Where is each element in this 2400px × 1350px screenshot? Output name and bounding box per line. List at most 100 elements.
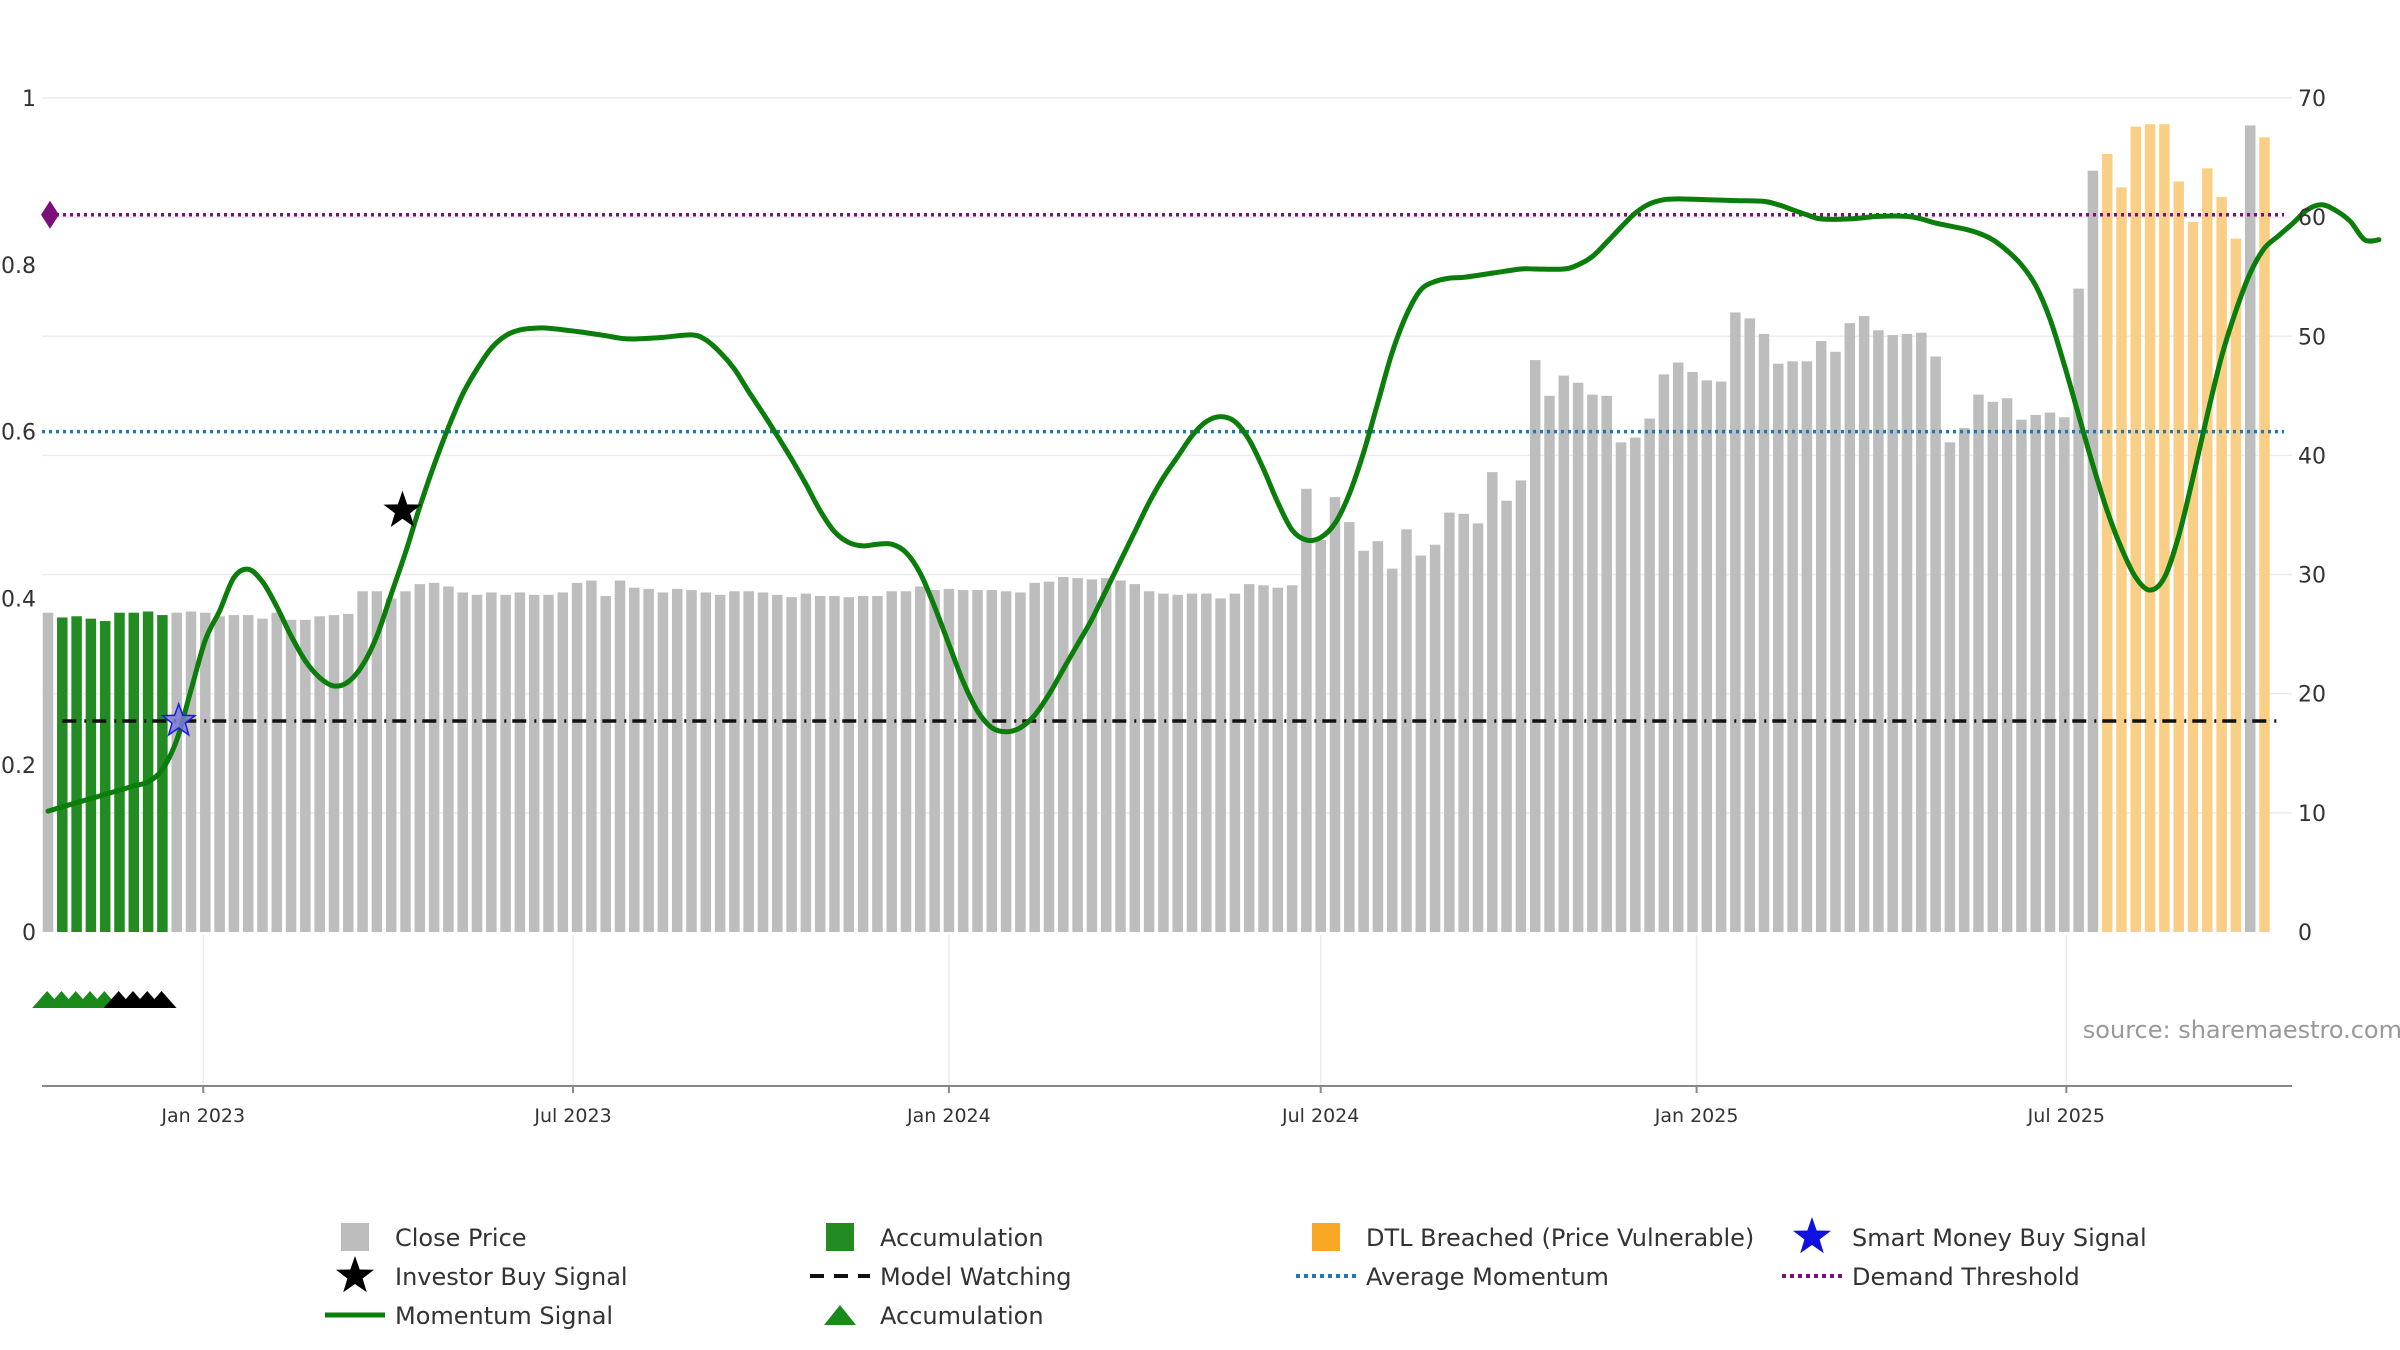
lines-layer bbox=[42, 196, 2382, 814]
close-price-bar bbox=[1815, 341, 1827, 933]
right-y-tick-label: 40 bbox=[2298, 444, 2326, 469]
legend-triangle-icon bbox=[824, 1305, 856, 1325]
close-price-bar bbox=[1958, 428, 1970, 932]
close-price-bar bbox=[1372, 541, 1384, 932]
dtl-breached-bar bbox=[2187, 221, 2199, 932]
dtl-breached-bar bbox=[2202, 168, 2213, 932]
close-price-bar bbox=[1115, 580, 1126, 932]
legend-label: Average Momentum bbox=[1366, 1263, 1609, 1291]
close-price-bar bbox=[1558, 375, 1570, 932]
legend-label: Smart Money Buy Signal bbox=[1852, 1224, 2147, 1252]
close-price-bar bbox=[500, 594, 511, 932]
right-y-tick-label: 50 bbox=[2298, 325, 2326, 350]
close-price-bar bbox=[371, 591, 383, 932]
bars-layer bbox=[42, 124, 2270, 933]
close-price-bar bbox=[729, 591, 740, 932]
close-price-bar bbox=[1000, 591, 1012, 932]
close-price-bar bbox=[1072, 578, 1083, 932]
close-price-bar bbox=[671, 588, 683, 932]
legend-label: Momentum Signal bbox=[395, 1302, 613, 1330]
close-price-bar bbox=[1186, 593, 1198, 932]
close-price-bar bbox=[757, 592, 769, 932]
legend-label: Accumulation bbox=[880, 1302, 1044, 1330]
close-price-bar bbox=[1458, 513, 1469, 932]
close-price-bar bbox=[1315, 540, 1326, 932]
x-tick-label: Jan 2025 bbox=[1654, 1105, 1739, 1127]
markers-layer bbox=[32, 200, 422, 1008]
close-price-bar bbox=[686, 590, 697, 932]
accumulation-bar bbox=[99, 621, 111, 932]
close-price-bar bbox=[714, 594, 726, 932]
close-price-bar bbox=[457, 592, 468, 932]
legend-item: Demand Threshold bbox=[1782, 1263, 2080, 1291]
left-y-tick-label: 0.6 bbox=[1, 421, 36, 446]
accumulation-bar bbox=[142, 611, 154, 932]
close-price-bar bbox=[986, 590, 998, 932]
legend-label: Accumulation bbox=[880, 1224, 1044, 1252]
close-price-bar bbox=[1172, 594, 1183, 932]
smart-money-buy-star bbox=[160, 701, 197, 737]
close-price-bar bbox=[886, 591, 897, 932]
close-price-bar bbox=[1401, 529, 1412, 932]
close-price-bar bbox=[271, 612, 283, 932]
right-y-tick-label: 20 bbox=[2298, 683, 2326, 708]
close-price-bar bbox=[1229, 593, 1241, 932]
close-price-bar bbox=[214, 616, 225, 932]
demand-threshold-marker bbox=[41, 200, 59, 229]
legend-star-icon bbox=[1793, 1217, 1831, 1254]
close-price-bar bbox=[2059, 417, 2070, 932]
close-price-bar bbox=[1215, 598, 1226, 932]
close-price-bar bbox=[1029, 582, 1040, 932]
close-price-bar bbox=[1286, 585, 1298, 932]
close-price-bar bbox=[1058, 576, 1069, 932]
close-price-bar bbox=[1501, 500, 1512, 932]
accumulation-bar bbox=[71, 616, 82, 932]
close-price-bar bbox=[872, 596, 883, 932]
close-price-bar bbox=[300, 619, 311, 932]
close-price-bar bbox=[1830, 351, 1841, 932]
x-tick-label: Jan 2023 bbox=[160, 1105, 245, 1127]
legend-label: Demand Threshold bbox=[1852, 1263, 2080, 1291]
close-price-bar bbox=[1644, 418, 1655, 933]
close-price-bar bbox=[1386, 568, 1398, 932]
close-price-bar bbox=[1930, 356, 1941, 932]
close-price-bar bbox=[1472, 523, 1484, 932]
close-price-bar bbox=[414, 584, 426, 932]
right-y-tick-label: 60 bbox=[2298, 206, 2326, 231]
close-price-bar bbox=[257, 618, 268, 932]
close-price-bar bbox=[1572, 382, 1584, 932]
close-price-bar bbox=[1329, 497, 1341, 932]
close-price-bar bbox=[528, 594, 540, 932]
axes-layer: Jan 2023 Jul 2023 Jan 2024 Jul 2024 Jan 2025… bbox=[1, 87, 2326, 1127]
momentum-signal-line bbox=[45, 196, 2382, 814]
close-price-bar bbox=[1086, 579, 1098, 932]
close-price-bar bbox=[1687, 372, 1698, 932]
close-price-bar bbox=[957, 590, 969, 932]
close-price-bar bbox=[1987, 401, 1999, 932]
close-price-bar bbox=[1429, 544, 1441, 932]
close-price-bar bbox=[1744, 318, 1755, 932]
close-price-bar bbox=[915, 586, 926, 932]
close-price-bar bbox=[1787, 361, 1798, 932]
legend: Close Price Accumulation DTL Breached (Pri… bbox=[325, 1217, 2147, 1330]
close-price-bar bbox=[1015, 592, 1026, 932]
close-price-bar bbox=[1043, 581, 1055, 932]
close-price-bar bbox=[586, 580, 597, 932]
close-price-bar bbox=[1544, 395, 1555, 932]
close-price-bar bbox=[200, 612, 211, 932]
close-price-bar bbox=[643, 588, 654, 932]
dtl-breached-bar bbox=[2144, 124, 2156, 932]
close-price-bar bbox=[42, 612, 54, 932]
close-price-bar bbox=[943, 588, 955, 932]
accumulation-bar bbox=[114, 612, 125, 932]
legend-label: DTL Breached (Price Vulnerable) bbox=[1366, 1224, 1754, 1252]
legend-star-icon bbox=[336, 1256, 374, 1293]
close-price-bar bbox=[242, 615, 254, 932]
close-price-bar bbox=[614, 580, 626, 932]
legend-item: Average Momentum bbox=[1296, 1263, 1609, 1291]
right-y-tick-label: 10 bbox=[2298, 802, 2326, 827]
close-price-bar bbox=[1358, 550, 1369, 932]
close-price-bar bbox=[1858, 316, 1870, 932]
dtl-breached-bar bbox=[2230, 238, 2242, 933]
close-price-bar bbox=[929, 590, 940, 932]
